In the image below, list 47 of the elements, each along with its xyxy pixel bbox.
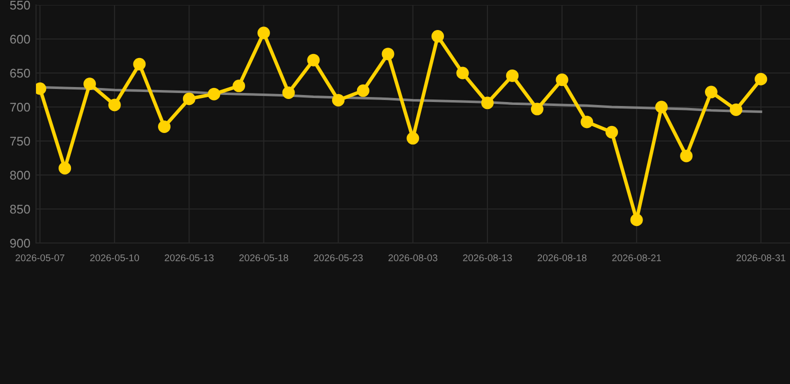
x-tick-label: 2026-08-31 [736,254,786,262]
point [730,103,742,116]
point [382,48,394,60]
point [580,116,594,128]
point [481,96,494,110]
y-tick-label: 850 [10,204,30,214]
point [655,100,668,114]
y-tick-label: 750 [10,136,30,146]
point [556,74,568,86]
y-tick-label: 650 [10,68,30,78]
point [406,132,420,145]
x-tick-label: 2026-08-13 [463,254,512,262]
point [232,80,246,92]
point [108,98,121,112]
point [307,54,320,66]
x-tick-label: 2026-05-10 [90,254,140,262]
x-tick-label: 2026-05-23 [314,254,363,262]
point [630,214,643,226]
point [257,26,270,40]
y-tick-label: 550 [10,0,30,10]
x-tick-label: 2026-08-21 [612,254,662,262]
point [182,92,196,106]
point [431,30,444,43]
point [704,86,718,98]
point [754,72,768,86]
point [83,78,96,90]
point [133,58,146,70]
x-tick-label: 2026-08-18 [538,254,586,262]
x-tick-label: 2026-05-18 [239,254,288,262]
point [282,86,295,99]
point [58,162,72,174]
point [158,120,171,133]
point [506,69,519,82]
x-tick-label: 2026-05-07 [16,254,64,262]
point [680,150,693,162]
y-tick-label: 900 [10,238,30,248]
point [208,88,220,100]
point [530,102,544,116]
point [356,84,370,97]
y-tick-label: 700 [10,102,30,112]
x-tick-label: 2026-08-03 [388,254,438,262]
x-tick-label: 2026-05-13 [164,254,214,262]
point [456,66,469,80]
point [606,126,618,138]
y-tick-label: 600 [10,34,30,44]
point [332,94,345,106]
y-tick-label: 800 [10,170,30,180]
